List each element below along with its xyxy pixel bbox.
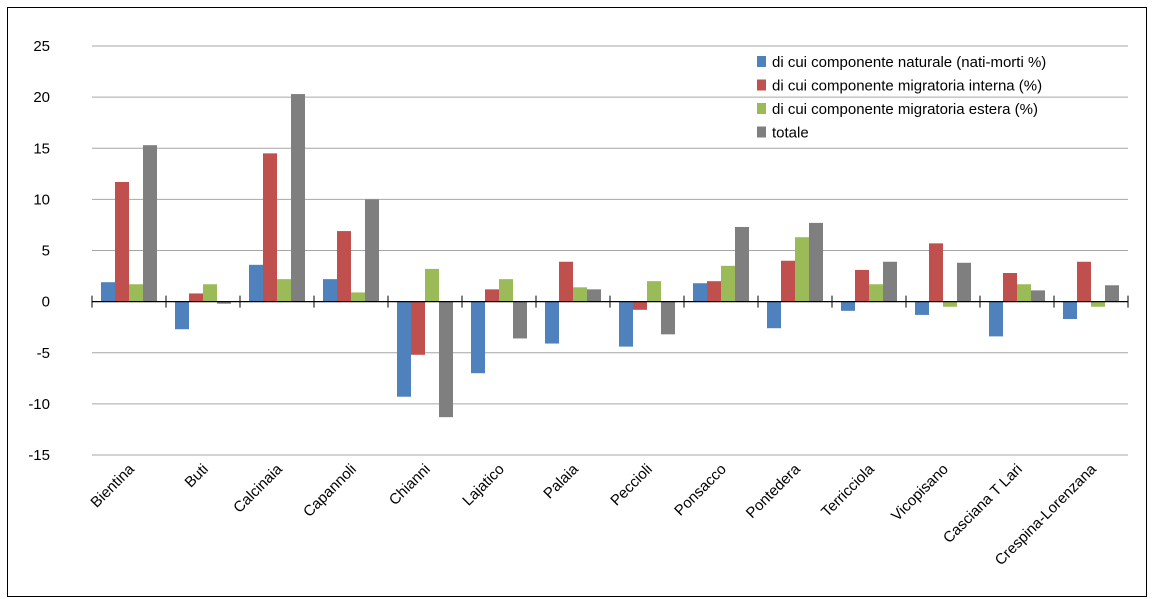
bar [915,301,929,315]
bar [425,268,439,302]
legend-label: di cui componente naturale (nati-morti %… [772,54,1046,71]
bar [573,287,587,302]
x-category-label: Casciana T Lari [940,461,1026,547]
x-category-label: Peccioli [607,461,656,510]
x-category-label: Vicopisano [888,461,952,525]
bar [809,222,823,302]
bar [1077,261,1091,302]
y-tick-label: 20 [33,89,50,106]
x-category-label: Lajatico [459,461,508,510]
bar [781,260,795,302]
x-category-label: Buti [182,461,212,491]
y-axis-tick-labels: 25 20 15 10 5 0 -5 -10 -15 [28,38,50,464]
bar [841,301,855,311]
y-tick-label: 25 [33,38,50,55]
bar [707,281,721,302]
x-category-label: Calcinaia [230,460,286,516]
bar [485,289,499,302]
bar [855,269,869,302]
x-axis [91,295,1129,308]
x-category-label: Bientina [87,460,138,511]
legend-label: di cui componente migratoria estera (%) [772,101,1038,118]
x-category-label: Terricciola [818,460,878,520]
bar [943,301,957,307]
bar [397,301,411,397]
legend: di cui componente naturale (nati-morti %… [757,54,1046,142]
x-category-label: Capannoli [300,461,360,521]
bar [513,301,527,339]
x-category-label: Ponsacco [671,461,730,520]
bar [189,293,203,302]
bar [203,284,217,302]
bar [1017,284,1031,302]
bar [291,94,305,302]
bar [587,289,601,302]
legend-swatch [757,103,766,114]
x-category-label: Pontedera [743,460,804,521]
bar [647,281,661,302]
bar [471,301,485,374]
bar [129,284,143,302]
bar [721,265,735,302]
bar [661,301,675,335]
y-tick-label: 0 [42,294,50,311]
bar [439,301,453,418]
y-tick-label: -10 [28,396,50,413]
bar [115,181,129,302]
bar [263,153,277,302]
y-tick-label: 10 [33,191,50,208]
legend-label: totale [772,125,809,142]
y-tick-label: -15 [28,447,50,464]
bar [351,292,365,302]
bar [1091,301,1105,307]
bar [633,301,647,310]
legend-swatch [757,126,766,138]
bar [1003,272,1017,302]
legend-swatch [757,79,766,91]
y-tick-label: 5 [42,243,50,260]
bar [929,243,943,302]
x-category-label: Palaia [540,460,582,502]
bar [559,261,573,302]
bar [365,199,379,302]
bar [989,301,1003,337]
bar [795,237,809,302]
bar [411,301,425,355]
bar [143,145,157,302]
legend-swatch [757,56,766,67]
bar [957,262,971,302]
bar [217,301,231,304]
bar [883,261,897,302]
x-axis-category-labels: Bientina Buti Calcinaia Capannoli Chianni Laj… [87,460,1100,569]
y-tick-label: 15 [33,140,50,157]
bar [1105,285,1119,302]
bar [735,226,749,302]
bar [249,264,263,302]
legend-label: di cui componente migratoria interna (%) [772,78,1042,95]
bar [545,301,559,344]
bar [337,231,351,302]
bar [277,279,291,302]
y-tick-label: -5 [37,345,50,362]
bar [767,301,781,329]
bar [499,279,513,302]
bar [693,283,707,302]
bar [175,301,189,330]
bar [619,301,633,347]
bars [101,94,1119,418]
x-category-label: Chianni [386,461,434,509]
bar [1031,290,1045,302]
bar [323,279,337,302]
bar [869,284,883,302]
bar [101,282,115,302]
bar [1063,301,1077,320]
